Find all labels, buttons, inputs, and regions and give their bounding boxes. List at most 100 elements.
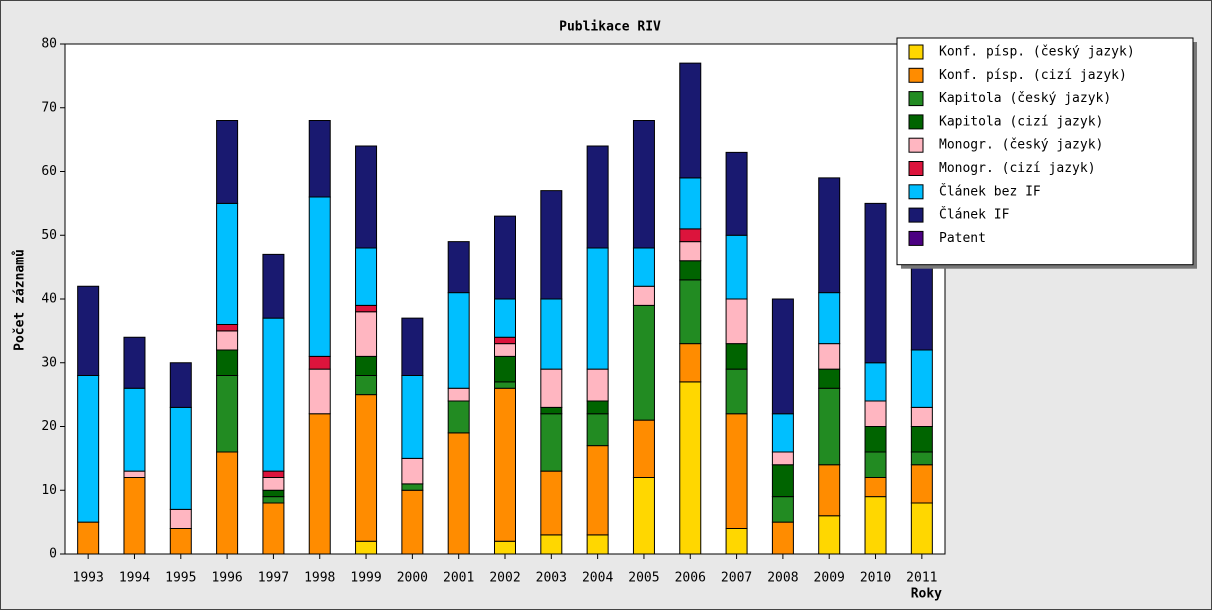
bar-segment	[771, 521, 794, 555]
bar-segment	[540, 413, 563, 472]
bar-segment	[679, 241, 702, 262]
bar-segment	[355, 375, 378, 396]
bar-segment	[447, 387, 470, 402]
bar-segment	[308, 196, 331, 357]
bar-segment	[818, 343, 841, 370]
bar-segment	[910, 502, 933, 555]
bar-segment	[216, 349, 239, 376]
bar-segment	[401, 483, 424, 491]
legend-label: Článek IF	[939, 207, 1010, 223]
legend-label: Článek bez IF	[939, 183, 1041, 199]
bar-segment	[771, 413, 794, 453]
x-tick-label: 2003	[536, 571, 567, 586]
bar-segment	[910, 349, 933, 408]
x-tick-label: 2004	[582, 571, 613, 586]
x-tick-label: 1997	[258, 571, 289, 586]
x-tick-label: 1999	[350, 571, 381, 586]
legend-swatch	[908, 184, 924, 200]
legend-swatch	[908, 207, 924, 223]
bar-segment	[586, 145, 609, 249]
legend-swatch	[908, 230, 924, 246]
bar-segment	[679, 343, 702, 383]
bar-segment	[679, 177, 702, 230]
bar-segment	[864, 362, 887, 402]
bar-segment	[679, 228, 702, 243]
bar-segment	[169, 528, 192, 555]
legend-swatch	[908, 67, 924, 83]
bar-segment	[494, 298, 516, 338]
bar-segment	[401, 457, 424, 485]
bar-segment	[632, 285, 655, 306]
legend-label: Patent	[939, 231, 986, 246]
bar-segment	[308, 120, 331, 198]
bar-segment	[725, 368, 748, 415]
bar-segment	[586, 368, 609, 402]
bar-segment	[216, 324, 239, 332]
legend-label: Konf. písp. (český jazyk)	[939, 45, 1135, 60]
bar-segment	[447, 241, 470, 294]
bar-segment	[632, 419, 655, 478]
bar-segment	[123, 336, 146, 389]
x-tick-label: 1993	[73, 571, 104, 586]
bar-segment	[725, 343, 748, 370]
bar-segment	[632, 477, 655, 555]
bar-segment	[725, 298, 748, 345]
bar-segment	[494, 540, 516, 555]
bar-segment	[355, 394, 378, 542]
x-tick-label: 2008	[767, 571, 798, 586]
bar-segment	[169, 508, 192, 529]
bar-segment	[632, 247, 655, 287]
bar-segment	[447, 432, 470, 555]
bar-segment	[540, 470, 563, 536]
bar-segment	[818, 387, 841, 466]
bar-segment	[216, 120, 239, 204]
bar-segment	[216, 451, 239, 555]
bar-segment	[169, 406, 192, 510]
bar-segment	[401, 317, 424, 376]
bar-segment	[586, 247, 609, 370]
bar-segment	[262, 502, 285, 555]
bar-segment	[494, 387, 516, 542]
x-tick-label: 2009	[814, 571, 845, 586]
legend-label: Monogr. (cizí jazyk)	[939, 161, 1096, 176]
bar-segment	[355, 540, 378, 555]
bar-segment	[540, 534, 563, 555]
bar-segment	[725, 234, 748, 300]
bar-segment	[725, 413, 748, 529]
bar-segment	[771, 496, 794, 523]
bar-segment	[818, 464, 841, 517]
bar-segment	[216, 330, 239, 351]
bar-segment	[679, 62, 702, 179]
bar-segment	[586, 400, 609, 415]
bar-segment	[864, 400, 887, 427]
y-tick-label: 0	[49, 547, 57, 562]
bar-segment	[169, 362, 192, 408]
x-axis-label: Roky	[911, 587, 942, 602]
bar-segment	[679, 381, 702, 555]
x-tick-label: 2005	[628, 571, 659, 586]
legend-swatch	[908, 114, 924, 130]
bar-segment	[123, 387, 146, 472]
y-tick-label: 30	[41, 355, 57, 370]
bar-segment	[725, 151, 748, 236]
x-tick-label: 2000	[397, 571, 428, 586]
bar-segment	[447, 292, 470, 389]
bar-segment	[77, 285, 100, 376]
bar-segment	[77, 521, 100, 555]
bar-segment	[818, 177, 841, 294]
x-tick-label: 2002	[489, 571, 520, 586]
bar-segment	[262, 317, 285, 472]
x-tick-label: 2011	[906, 571, 937, 586]
legend	[896, 37, 1194, 266]
bar-segment	[401, 489, 424, 555]
x-tick-label: 1994	[119, 571, 150, 586]
bar-segment	[679, 279, 702, 345]
bar-segment	[262, 470, 285, 478]
x-tick-label: 1995	[165, 571, 196, 586]
bar-segment	[262, 496, 285, 504]
bar-segment	[540, 368, 563, 408]
bar-segment	[864, 202, 887, 364]
bar-segment	[262, 489, 285, 498]
bar-segment	[494, 215, 516, 300]
bar-segment	[771, 451, 794, 466]
